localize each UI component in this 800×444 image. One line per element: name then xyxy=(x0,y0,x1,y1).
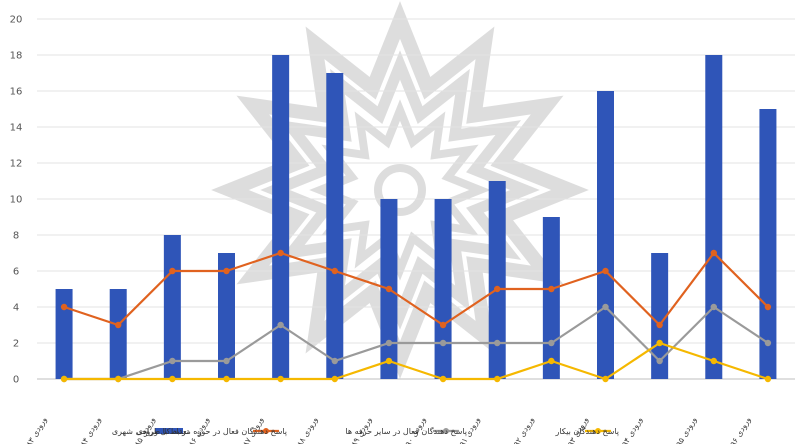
y-tick-label: 14 xyxy=(10,123,23,134)
bar xyxy=(651,253,669,379)
series-point xyxy=(764,339,772,347)
series-point xyxy=(494,339,501,347)
series-point xyxy=(602,267,609,275)
series-point xyxy=(277,321,284,329)
y-tick-label: 10 xyxy=(10,195,23,206)
y-tick-label: 2 xyxy=(13,339,19,350)
series-point xyxy=(169,375,176,383)
series-point xyxy=(169,267,176,275)
series-point xyxy=(115,375,122,383)
x-tick-label: ورودی ۹۲ xyxy=(512,415,536,444)
series-point xyxy=(223,375,230,383)
series-point xyxy=(439,375,447,383)
series-point xyxy=(764,375,772,383)
line-series-group xyxy=(60,339,772,383)
bar xyxy=(218,253,235,379)
series-point xyxy=(223,267,230,275)
series-point xyxy=(548,285,555,293)
legend-label: تعداد کل ورودی xyxy=(137,427,189,436)
y-tick-label: 8 xyxy=(13,231,19,242)
bar xyxy=(759,109,777,379)
bar xyxy=(597,91,614,379)
series-point xyxy=(548,357,555,365)
bar xyxy=(488,181,506,379)
legend-marker xyxy=(263,428,269,434)
watermark-ring xyxy=(211,1,589,379)
line-series-group xyxy=(60,249,772,329)
bar xyxy=(272,55,290,379)
watermark-core xyxy=(374,164,426,216)
series-line xyxy=(64,341,769,381)
bar xyxy=(326,73,344,379)
series-point xyxy=(385,357,393,365)
bar xyxy=(163,235,181,379)
series-point xyxy=(602,375,609,383)
series-point xyxy=(439,339,447,347)
y-tick-label: 4 xyxy=(13,303,19,314)
series-point xyxy=(439,321,447,329)
series-point xyxy=(656,357,663,365)
series-point xyxy=(277,375,284,383)
series-point xyxy=(548,339,555,347)
series-point xyxy=(331,375,338,383)
series-point xyxy=(331,267,338,275)
series-point xyxy=(60,303,68,311)
y-tick-label: 18 xyxy=(10,51,23,62)
series-point xyxy=(656,321,663,329)
y-tick-label: 6 xyxy=(13,267,19,278)
series-point xyxy=(602,303,609,311)
series-point xyxy=(223,357,230,365)
legend-label: پاسخ دهندگان فعال در سایر حرفه ها xyxy=(345,426,467,436)
bar xyxy=(542,217,560,379)
legend-item: پاسخ دهندگان فعال در سایر حرفه ها xyxy=(345,426,467,436)
series-point xyxy=(385,285,393,293)
series-line xyxy=(63,251,769,327)
x-tick-label: ورودی ۹۴ xyxy=(620,415,644,444)
x-tick-label: ورودی ۹۵ xyxy=(674,415,698,444)
series-point xyxy=(60,375,68,383)
bar xyxy=(434,199,452,379)
line-series xyxy=(60,249,772,383)
y-tick-label: 12 xyxy=(10,159,23,170)
y-tick-label: 0 xyxy=(13,375,19,386)
legend-marker xyxy=(443,428,449,434)
x-tick-label: ورودی ۹۶ xyxy=(728,415,752,444)
legend-label: پاسخ دهندگان فعال در حوزه مرتبط با طراحی… xyxy=(112,426,287,436)
bar xyxy=(55,289,73,379)
legend-item: تعداد کل ورودی xyxy=(137,427,189,436)
x-tick-label: ورودی ۸۴ xyxy=(79,415,103,444)
series-point xyxy=(710,249,717,257)
series-point xyxy=(710,357,717,365)
x-tick-label: ورودی ۸۳ xyxy=(24,415,48,444)
series-point xyxy=(385,339,393,347)
bar xyxy=(109,289,127,379)
y-tick-label: 16 xyxy=(10,87,23,98)
series-point xyxy=(115,321,122,329)
series-point xyxy=(710,303,717,311)
bar-series xyxy=(55,55,777,379)
series-point xyxy=(494,285,501,293)
series-point xyxy=(169,357,176,365)
y-axis: 0 2 4 6 8 10 12 14 16 18 20 xyxy=(10,15,23,386)
line-series-group xyxy=(60,303,772,383)
legend-marker xyxy=(595,428,601,434)
legend-label: پاسخ دهندگان بیکار xyxy=(555,426,620,436)
series-point xyxy=(331,357,338,365)
series-point xyxy=(277,249,284,257)
bar xyxy=(705,55,723,379)
series-point xyxy=(656,339,663,347)
legend-item: پاسخ دهندگان فعال در حوزه مرتبط با طراحی… xyxy=(112,426,287,436)
legend-item: پاسخ دهندگان بیکار xyxy=(555,426,620,436)
series-line xyxy=(64,305,769,381)
series-point xyxy=(494,375,501,383)
legend-swatch xyxy=(155,428,183,434)
y-tick-label: 20 xyxy=(10,15,23,26)
series-point xyxy=(764,303,772,311)
x-tick-label: ورودی ۸۸ xyxy=(295,415,319,444)
